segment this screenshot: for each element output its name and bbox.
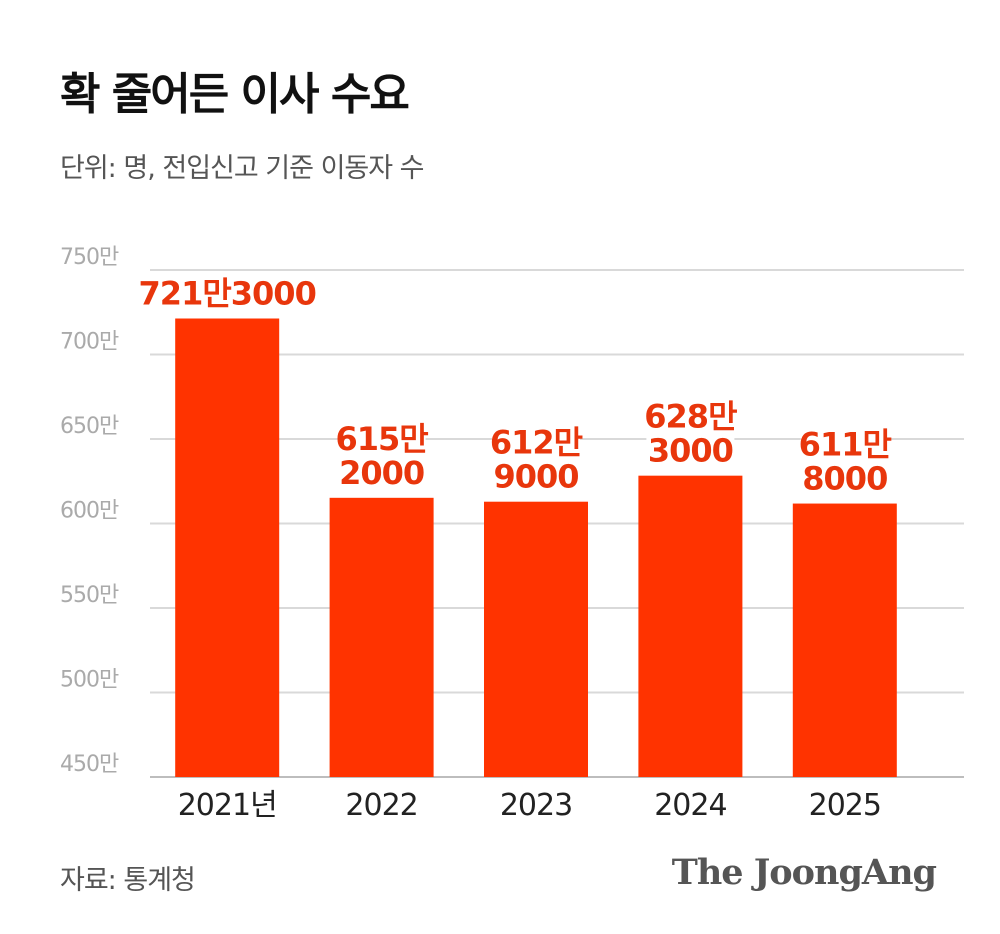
bar-2021 xyxy=(175,318,280,777)
data-label: 8000 xyxy=(802,460,887,498)
x-tick-label: 2024 xyxy=(654,788,726,823)
y-tick-label: 550만 xyxy=(60,583,119,608)
publisher-logo: The JoongAng xyxy=(671,852,937,893)
y-tick-label: 650만 xyxy=(60,414,119,439)
x-tick-label: 2023 xyxy=(500,788,572,823)
bar-2024 xyxy=(638,475,743,777)
data-label-backing xyxy=(492,425,580,460)
data-label-backing xyxy=(337,455,426,490)
data-label: 612만 xyxy=(490,424,583,462)
data-label-backing xyxy=(145,276,310,311)
x-tick-label: 2022 xyxy=(345,788,417,823)
x-tick-label: 2021년 xyxy=(178,788,277,823)
data-label: 3000 xyxy=(648,432,733,470)
y-tick-label: 600만 xyxy=(60,499,119,524)
bar-2025 xyxy=(792,503,897,777)
y-tick-label: 750만 xyxy=(60,245,119,270)
data-label-backing xyxy=(800,461,889,496)
chart-subtitle: 단위: 명, 전입신고 기준 이동자 수 xyxy=(60,153,425,184)
y-tick-label: 500만 xyxy=(60,668,119,693)
data-label-backing xyxy=(337,421,426,456)
bar-layer xyxy=(175,318,897,777)
chart-title: 확 줄어든 이사 수요 xyxy=(60,69,410,120)
data-label-backing xyxy=(492,459,580,494)
y-tick-label: 450만 xyxy=(60,752,119,777)
data-label-backing xyxy=(646,433,735,468)
data-label: 721만3000 xyxy=(139,275,316,313)
source-note: 자료: 통계청 xyxy=(60,865,196,896)
data-label: 628만 xyxy=(644,398,737,436)
data-label: 611만 xyxy=(799,426,892,464)
bar-2023 xyxy=(484,501,588,777)
y-tick-label: 700만 xyxy=(60,330,119,355)
data-label: 9000 xyxy=(493,458,578,496)
data-label: 2000 xyxy=(339,454,424,492)
data-label-backing xyxy=(800,427,889,462)
data-label-backing xyxy=(646,399,735,434)
bar-2022 xyxy=(329,497,434,777)
x-tick-label: 2025 xyxy=(809,788,881,823)
data-label: 615만 xyxy=(335,420,428,458)
